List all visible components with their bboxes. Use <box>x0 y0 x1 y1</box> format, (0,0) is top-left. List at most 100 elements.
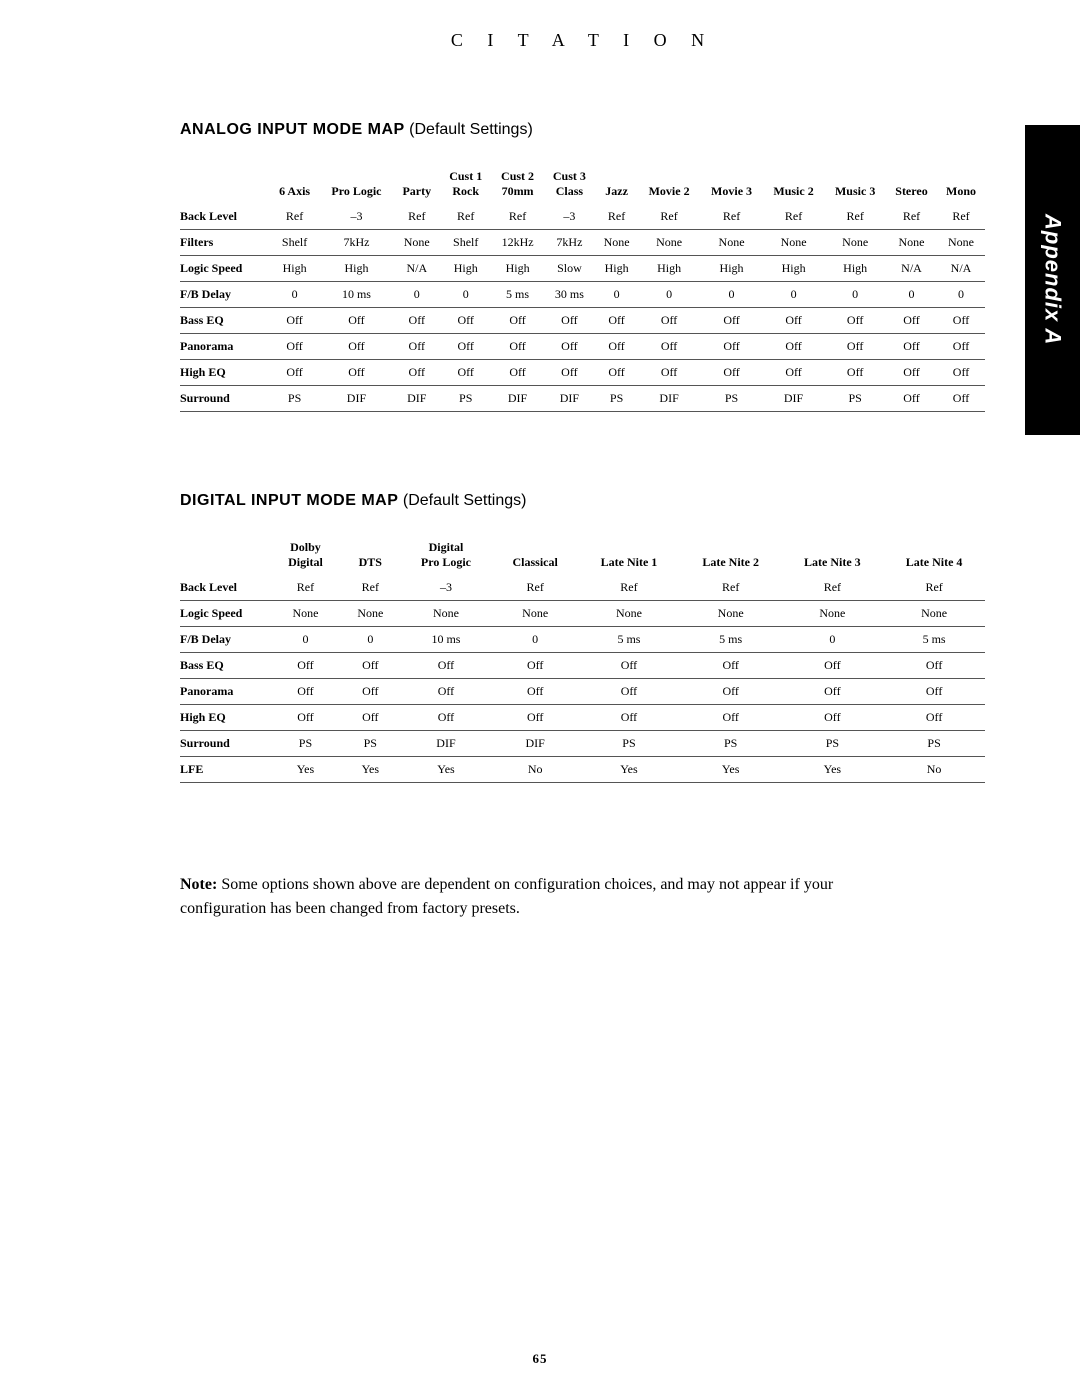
table-cell: PS <box>341 731 400 757</box>
table-cell: None <box>270 601 341 627</box>
table-cell: 0 <box>782 627 884 653</box>
table-cell: None <box>763 230 825 256</box>
table-cell: Off <box>400 705 493 731</box>
table-cell: Off <box>763 334 825 360</box>
table-cell: Ref <box>824 204 886 230</box>
table-row: Bass EQOffOffOffOffOffOffOffOffOffOffOff… <box>180 308 985 334</box>
table-cell: DIF <box>400 731 493 757</box>
table-cell: High EQ <box>180 360 270 386</box>
table-cell: No <box>883 757 985 783</box>
table-cell: Surround <box>180 731 270 757</box>
table-cell: 5 ms <box>680 627 782 653</box>
note-label: Note: <box>180 876 217 893</box>
table-cell: Off <box>578 679 680 705</box>
table-cell: None <box>937 230 985 256</box>
table-row: LFEYesYesYesNoYesYesYesNo <box>180 757 985 783</box>
table-cell: Off <box>680 705 782 731</box>
column-header: DolbyDigital <box>270 535 341 575</box>
table-row: Logic SpeedNoneNoneNoneNoneNoneNoneNoneN… <box>180 601 985 627</box>
table-cell: Ref <box>270 204 319 230</box>
table-cell: N/A <box>394 256 440 282</box>
table-cell: Ref <box>270 575 341 601</box>
table-cell: Off <box>341 705 400 731</box>
table-cell: Off <box>886 386 937 412</box>
table-cell: 5 ms <box>578 627 680 653</box>
table-cell: Off <box>319 360 394 386</box>
table-cell: Off <box>700 360 762 386</box>
table-cell: 5 ms <box>492 282 544 308</box>
table-cell: PS <box>700 386 762 412</box>
table-cell: Off <box>638 334 700 360</box>
table-row: F/B Delay0010 ms05 ms5 ms05 ms <box>180 627 985 653</box>
table-cell: Off <box>638 360 700 386</box>
table-cell: Bass EQ <box>180 308 270 334</box>
table-cell: Ref <box>578 575 680 601</box>
table-cell: Off <box>782 679 884 705</box>
table-cell: 30 ms <box>543 282 595 308</box>
table-cell: Off <box>400 653 493 679</box>
table-cell: DIF <box>492 386 544 412</box>
table-cell: Yes <box>270 757 341 783</box>
table-cell: DIF <box>763 386 825 412</box>
table-cell: Logic Speed <box>180 601 270 627</box>
table-cell: LFE <box>180 757 270 783</box>
table-cell: 0 <box>440 282 492 308</box>
table-cell: DIF <box>638 386 700 412</box>
table-cell: High <box>763 256 825 282</box>
table-cell: Off <box>883 653 985 679</box>
table-cell: 5 ms <box>883 627 985 653</box>
table-cell: Off <box>680 653 782 679</box>
table-cell: Off <box>492 653 578 679</box>
table-cell: Panorama <box>180 334 270 360</box>
column-header: Mono <box>937 164 985 204</box>
table-cell: Slow <box>543 256 595 282</box>
table-cell: None <box>341 601 400 627</box>
table-cell: Yes <box>341 757 400 783</box>
table-cell: Off <box>492 334 544 360</box>
table-cell: Logic Speed <box>180 256 270 282</box>
table-row: SurroundPSPSDIFDIFPSPSPSPS <box>180 731 985 757</box>
table-cell: PS <box>824 386 886 412</box>
note-body: Some options shown above are dependent o… <box>180 876 833 917</box>
table-cell: F/B Delay <box>180 282 270 308</box>
table-cell: Off <box>492 360 544 386</box>
column-header: DTS <box>341 535 400 575</box>
column-header: Late Nite 2 <box>680 535 782 575</box>
table-cell: Yes <box>782 757 884 783</box>
table-cell: 0 <box>763 282 825 308</box>
table-cell: Off <box>937 386 985 412</box>
table-cell: None <box>638 230 700 256</box>
table-cell: 0 <box>270 282 319 308</box>
table-cell: 0 <box>270 627 341 653</box>
digital-title-bold: DIGITAL INPUT MODE MAP <box>180 492 398 509</box>
table-cell: High <box>638 256 700 282</box>
table-cell: Off <box>400 679 493 705</box>
table-cell: Off <box>394 360 440 386</box>
table-cell: None <box>394 230 440 256</box>
table-cell: DIF <box>492 731 578 757</box>
table-row: Logic SpeedHighHighN/AHighHighSlowHighHi… <box>180 256 985 282</box>
column-header <box>180 164 270 204</box>
analog-table: 6 AxisPro LogicPartyCust 1RockCust 270mm… <box>180 164 985 412</box>
analog-title: ANALOG INPUT MODE MAP (Default Settings) <box>180 121 985 139</box>
table-cell: 7kHz <box>319 230 394 256</box>
table-cell: Yes <box>400 757 493 783</box>
table-cell: N/A <box>937 256 985 282</box>
table-cell: Off <box>440 308 492 334</box>
table-cell: Off <box>595 360 638 386</box>
table-row: Back LevelRefRef–3RefRefRefRefRef <box>180 575 985 601</box>
table-cell: –3 <box>319 204 394 230</box>
table-cell: 0 <box>492 627 578 653</box>
table-cell: Shelf <box>440 230 492 256</box>
table-cell: 0 <box>394 282 440 308</box>
table-cell: Ref <box>680 575 782 601</box>
table-cell: Off <box>543 360 595 386</box>
table-row: High EQOffOffOffOffOffOffOffOffOffOffOff… <box>180 360 985 386</box>
table-cell: Off <box>782 705 884 731</box>
column-header: Pro Logic <box>319 164 394 204</box>
table-cell: PS <box>595 386 638 412</box>
table-cell: Off <box>492 308 544 334</box>
table-cell: Off <box>341 653 400 679</box>
table-cell: Off <box>578 653 680 679</box>
table-cell: Ref <box>440 204 492 230</box>
